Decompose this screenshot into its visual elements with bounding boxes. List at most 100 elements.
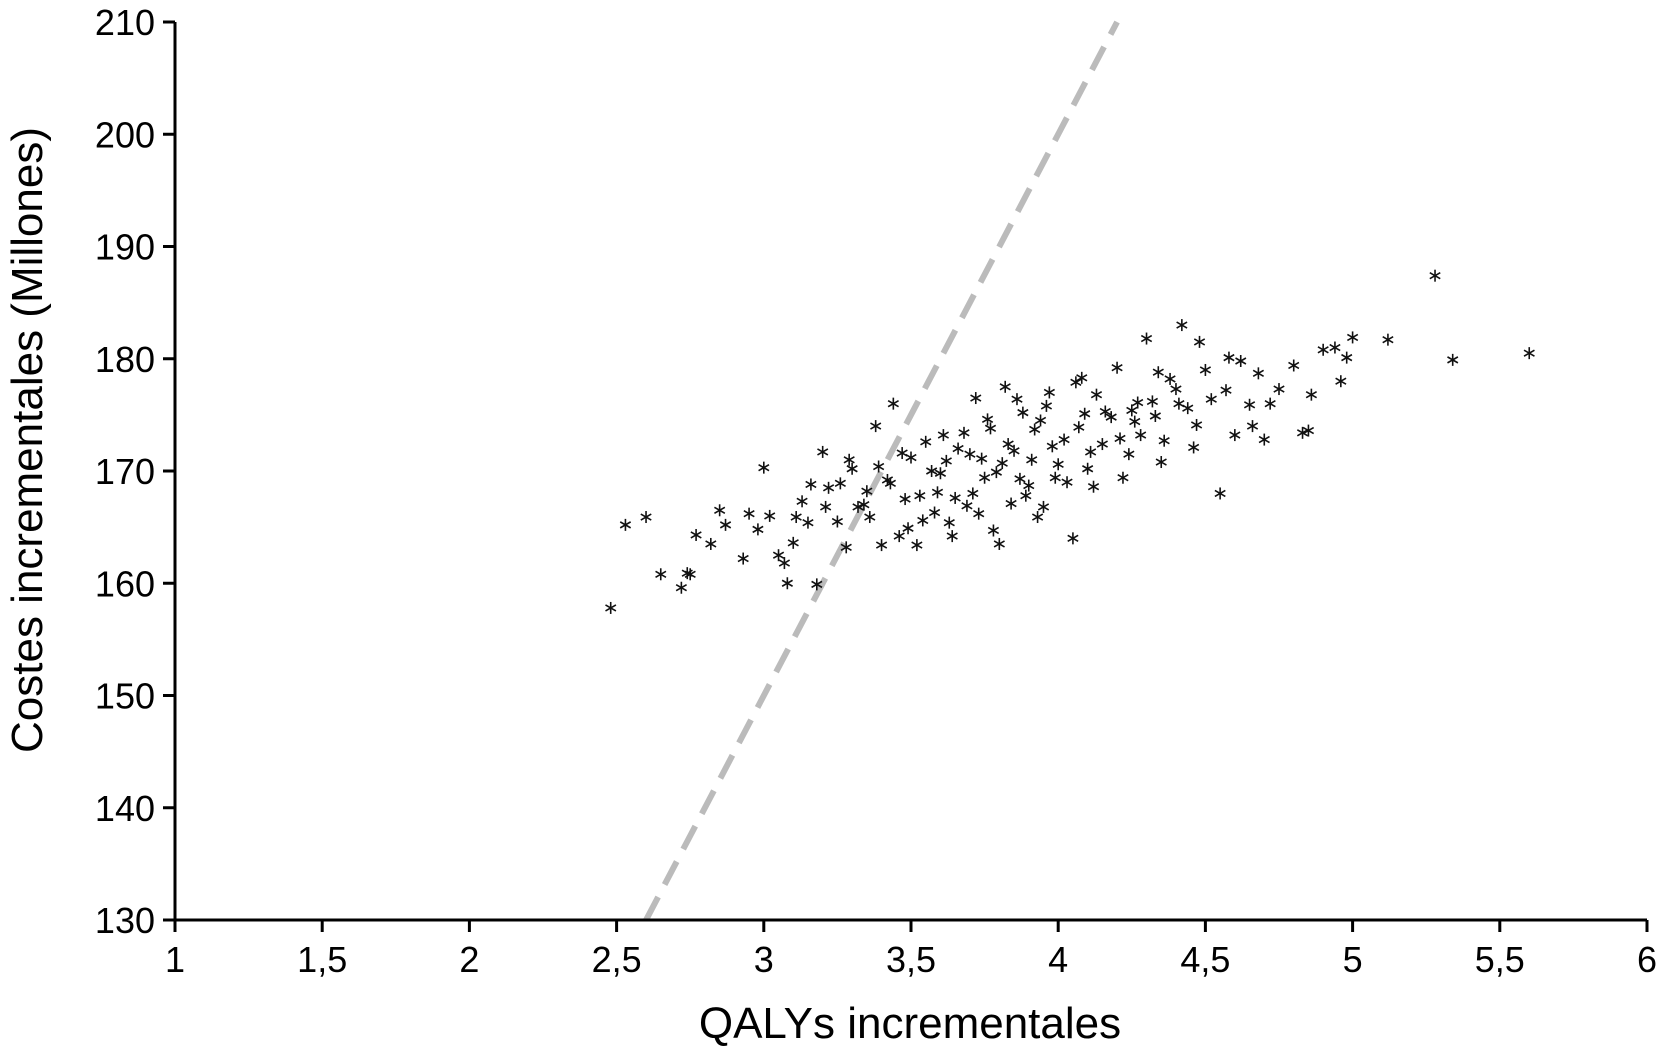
data-point xyxy=(831,515,844,528)
data-point xyxy=(1037,500,1050,513)
data-point xyxy=(1132,396,1144,409)
data-point xyxy=(1111,361,1123,374)
data-point xyxy=(852,500,864,513)
data-point xyxy=(1288,359,1300,372)
x-tick-label: 1 xyxy=(165,939,185,980)
data-point xyxy=(840,541,852,554)
data-point xyxy=(1017,406,1029,419)
data-point xyxy=(705,537,717,550)
y-tick-label: 170 xyxy=(95,451,155,492)
x-tick-label: 3,5 xyxy=(886,939,936,980)
data-point xyxy=(858,498,870,511)
data-point xyxy=(1170,383,1182,396)
data-point xyxy=(884,477,897,490)
data-point xyxy=(1190,418,1203,431)
y-tick-label: 160 xyxy=(95,563,155,604)
data-point xyxy=(1099,405,1111,418)
data-point xyxy=(999,380,1011,393)
data-point xyxy=(917,514,929,527)
data-point xyxy=(1126,404,1138,417)
threshold-dashed-line xyxy=(643,20,1120,922)
data-point xyxy=(964,448,976,461)
data-point xyxy=(1264,397,1276,410)
data-point xyxy=(931,486,944,499)
data-point xyxy=(902,522,914,535)
x-axis-ticks: 1 1,5 2 2,5 3 3,5 4 4,5 5 5,5 6 xyxy=(165,920,1657,980)
data-point xyxy=(861,485,873,498)
data-point xyxy=(1220,384,1232,397)
data-point xyxy=(1070,376,1082,389)
x-tick-label: 5 xyxy=(1343,939,1363,980)
data-point xyxy=(1002,438,1014,451)
y-tick-label: 200 xyxy=(95,114,155,155)
x-tick-label: 2,5 xyxy=(592,939,642,980)
data-point xyxy=(714,504,726,517)
data-point xyxy=(925,465,938,477)
data-point xyxy=(958,426,970,439)
data-point xyxy=(1052,458,1064,471)
data-point xyxy=(993,537,1005,550)
data-point xyxy=(1020,489,1032,502)
data-point xyxy=(984,422,997,435)
data-point xyxy=(719,518,732,531)
y-axis-title: Costes incrementales (Millones) xyxy=(3,127,52,753)
data-point xyxy=(781,577,793,590)
y-tick-label: 210 xyxy=(95,2,155,43)
x-tick-label: 2 xyxy=(459,939,479,980)
data-point xyxy=(943,516,955,529)
data-point xyxy=(893,530,905,543)
data-point xyxy=(1084,445,1097,458)
data-point xyxy=(1011,393,1023,406)
data-point xyxy=(764,509,776,522)
x-tick-label: 5,5 xyxy=(1475,939,1525,980)
x-axis-title: QALYs incrementales xyxy=(699,999,1121,1048)
data-point xyxy=(655,568,667,581)
data-point xyxy=(911,539,923,552)
data-point xyxy=(1090,388,1103,401)
y-tick-label: 190 xyxy=(95,227,155,268)
data-point xyxy=(1223,351,1235,364)
data-point xyxy=(790,511,802,524)
data-point xyxy=(1073,421,1085,434)
data-point xyxy=(934,467,947,480)
data-point xyxy=(978,471,991,484)
data-point xyxy=(1149,409,1161,422)
data-point xyxy=(896,447,908,460)
data-point xyxy=(937,429,950,442)
data-point xyxy=(752,523,764,536)
data-point xyxy=(737,552,749,565)
data-point xyxy=(1114,432,1126,445)
data-point xyxy=(1067,532,1079,545)
data-point xyxy=(1205,393,1217,406)
data-point xyxy=(1317,343,1329,356)
y-tick-label: 150 xyxy=(95,676,155,717)
data-point xyxy=(675,581,687,594)
data-point xyxy=(1305,388,1318,401)
data-point xyxy=(981,413,994,426)
data-point xyxy=(1429,269,1441,282)
data-point xyxy=(1158,434,1170,447)
data-point xyxy=(1146,395,1159,408)
data-point xyxy=(1029,423,1041,436)
data-point xyxy=(1023,479,1035,492)
data-point xyxy=(996,457,1008,470)
data-point xyxy=(1135,429,1147,442)
data-point xyxy=(1058,433,1070,446)
data-point xyxy=(1140,332,1153,345)
data-point xyxy=(1176,319,1188,332)
data-point xyxy=(940,454,952,467)
data-point xyxy=(1026,453,1038,466)
data-point xyxy=(1523,347,1535,360)
data-point xyxy=(1243,398,1256,411)
data-point xyxy=(987,524,1000,537)
data-point xyxy=(949,491,961,504)
data-point xyxy=(914,489,926,502)
data-point xyxy=(805,478,817,491)
x-tick-label: 6 xyxy=(1637,939,1657,980)
data-point xyxy=(758,461,770,474)
data-point xyxy=(1129,415,1141,428)
data-point xyxy=(952,442,964,455)
y-tick-label: 140 xyxy=(95,788,155,829)
data-point xyxy=(1214,487,1226,500)
data-point xyxy=(1014,472,1026,485)
